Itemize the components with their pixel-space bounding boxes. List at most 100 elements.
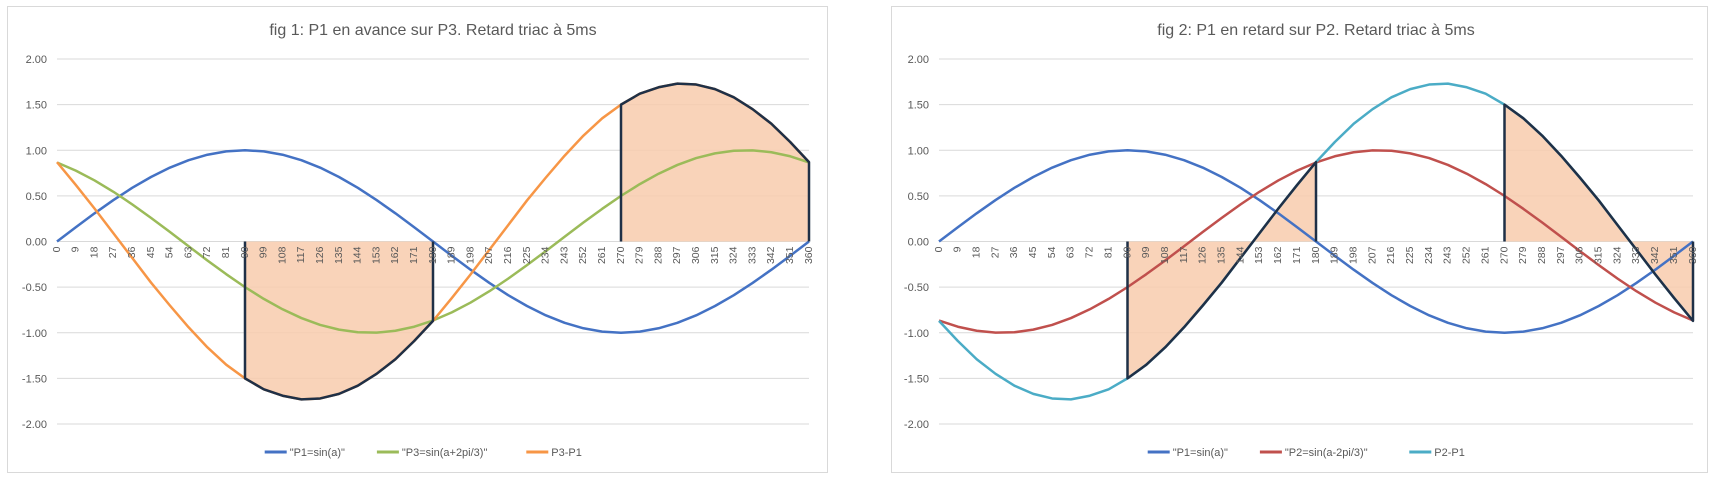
x-tick-label: 108 (276, 246, 288, 264)
x-tick-label: 162 (389, 246, 401, 264)
shaded-area (621, 83, 809, 242)
x-tick-label: 189 (1329, 246, 1341, 264)
legend-item: "P3=sin(a+2pi/3)" (376, 447, 488, 459)
y-tick-label: -2.00 (904, 419, 929, 431)
shaded-area (245, 241, 433, 400)
y-tick-label: 2.00 (26, 54, 47, 66)
x-tick-label: 135 (1216, 246, 1228, 264)
x-tick-label: 261 (1479, 246, 1491, 264)
x-tick-label: 270 (1498, 246, 1510, 264)
x-tick-label: 180 (1310, 246, 1322, 264)
x-tick-label: 297 (1555, 246, 1567, 264)
x-tick-label: 9 (70, 246, 82, 252)
y-tick-label: 0.50 (908, 191, 929, 203)
y-tick-label: -2.00 (22, 419, 47, 431)
x-tick-label: 333 (746, 246, 758, 264)
chart-title: fig 2: P1 en retard sur P2. Retard triac… (1157, 22, 1474, 39)
x-tick-label: 27 (107, 246, 119, 258)
legend-label: "P1=sin(a)" (290, 447, 345, 459)
y-tick-label: 0.00 (908, 237, 929, 249)
legend-label: "P2=sin(a-2pi/3)" (1285, 447, 1368, 459)
y-tick-label: 0.00 (26, 237, 47, 249)
x-tick-label: 270 (615, 246, 627, 264)
x-tick-label: 180 (427, 246, 439, 264)
x-tick-label: 333 (1630, 246, 1642, 264)
x-tick-label: 117 (295, 246, 307, 263)
x-tick-label: 288 (1536, 246, 1548, 264)
x-tick-label: 198 (464, 246, 476, 264)
x-tick-label: 45 (145, 246, 157, 258)
x-tick-label: 54 (164, 246, 176, 258)
x-tick-label: 198 (1347, 246, 1359, 264)
x-tick-label: 225 (1404, 246, 1416, 264)
y-tick-label: -0.50 (22, 282, 47, 294)
x-tick-label: 306 (1574, 246, 1586, 264)
legend-item: "P1=sin(a)" (1147, 447, 1228, 459)
x-tick-label: 63 (182, 246, 194, 258)
x-tick-label: 288 (652, 246, 664, 264)
x-tick-label: 324 (728, 246, 740, 264)
x-tick-label: 9 (952, 246, 964, 252)
y-tick-label: -1.00 (904, 328, 929, 340)
y-tick-label: 1.00 (26, 145, 47, 157)
x-tick-label: 54 (1046, 246, 1058, 258)
x-tick-label: 207 (483, 246, 495, 264)
triac-outline (243, 241, 435, 401)
x-tick-label: 126 (314, 246, 326, 264)
x-tick-label: 81 (220, 246, 232, 258)
x-tick-label: 225 (521, 246, 533, 264)
x-tick-label: 90 (1121, 246, 1133, 258)
x-tick-label: 360 (803, 246, 815, 264)
x-tick-label: 279 (1517, 246, 1529, 264)
x-tick-label: 90 (239, 246, 251, 258)
legend-item: P3-P1 (526, 447, 582, 459)
x-tick-label: 18 (88, 246, 100, 258)
x-tick-label: 351 (1668, 246, 1680, 264)
x-tick-label: 72 (1084, 246, 1096, 258)
x-tick-label: 162 (1272, 246, 1284, 264)
x-tick-label: 72 (201, 246, 213, 258)
legend-label: P2-P1 (1434, 447, 1465, 459)
y-tick-label: -1.00 (22, 328, 47, 340)
y-tick-label: 1.00 (908, 145, 929, 157)
y-tick-label: 0.50 (26, 191, 47, 203)
x-tick-label: 297 (671, 246, 683, 264)
x-tick-label: 153 (370, 246, 382, 264)
x-tick-label: 18 (970, 246, 982, 258)
shaded-area (1127, 162, 1316, 379)
x-tick-label: 279 (634, 246, 646, 264)
x-tick-label: 315 (709, 246, 721, 264)
x-tick-label: 207 (1366, 246, 1378, 264)
y-tick-label: -1.50 (22, 373, 47, 385)
shaded-area (1504, 104, 1693, 321)
x-tick-label: 45 (1027, 246, 1039, 258)
x-tick-label: 99 (258, 246, 270, 258)
x-tick-label: 252 (577, 246, 589, 264)
x-tick-label: 0 (933, 246, 945, 252)
triac-outline (619, 82, 811, 242)
x-tick-label: 306 (690, 246, 702, 264)
x-tick-label: 0 (51, 246, 63, 252)
x-tick-label: 342 (1649, 246, 1661, 264)
x-tick-label: 243 (558, 246, 570, 264)
chart-fig-2: fig 2: P1 en retard sur P2. Retard triac… (891, 6, 1708, 473)
x-tick-label: 189 (446, 246, 458, 264)
x-tick-label: 81 (1102, 246, 1114, 258)
x-tick-label: 135 (333, 246, 345, 264)
triac-outline (1503, 103, 1695, 323)
legend-label: "P3=sin(a+2pi/3)" (402, 447, 488, 459)
x-tick-label: 234 (540, 246, 552, 264)
x-tick-label: 144 (352, 246, 364, 264)
y-tick-label: 1.50 (908, 100, 929, 112)
x-tick-label: 171 (408, 246, 420, 264)
x-tick-label: 216 (1385, 246, 1397, 264)
x-tick-label: 117 (1178, 246, 1190, 263)
legend-item: "P1=sin(a)" (264, 447, 345, 459)
y-tick-label: 1.50 (26, 100, 47, 112)
chart-fig-1: fig 1: P1 en avance sur P3. Retard triac… (7, 6, 828, 473)
legend-item: "P2=sin(a-2pi/3)" (1259, 447, 1368, 459)
x-tick-label: 144 (1234, 246, 1246, 264)
y-tick-label: 2.00 (908, 54, 929, 66)
x-tick-label: 252 (1461, 246, 1473, 264)
